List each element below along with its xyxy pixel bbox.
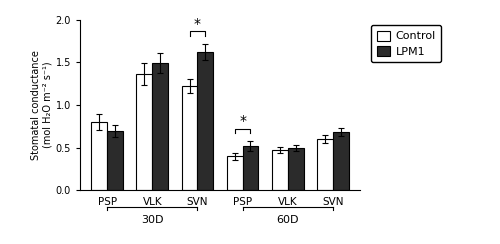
Bar — [288, 148, 304, 190]
Text: 30D: 30D — [141, 215, 164, 225]
Bar — [317, 139, 333, 190]
Bar — [272, 150, 287, 190]
Y-axis label: Stomatal conductance
(mol H₂O m⁻² s⁻¹): Stomatal conductance (mol H₂O m⁻² s⁻¹) — [31, 50, 53, 160]
Bar — [198, 52, 213, 190]
Bar — [92, 122, 107, 190]
Legend: Control, LPM1: Control, LPM1 — [371, 25, 442, 62]
Bar — [136, 74, 152, 190]
Bar — [227, 156, 242, 190]
Text: *: * — [239, 114, 246, 128]
Bar — [242, 146, 258, 190]
Text: 60D: 60D — [276, 215, 299, 225]
Text: *: * — [194, 17, 201, 31]
Bar — [107, 131, 123, 190]
Bar — [182, 86, 198, 190]
Bar — [152, 63, 168, 190]
Bar — [333, 132, 348, 190]
